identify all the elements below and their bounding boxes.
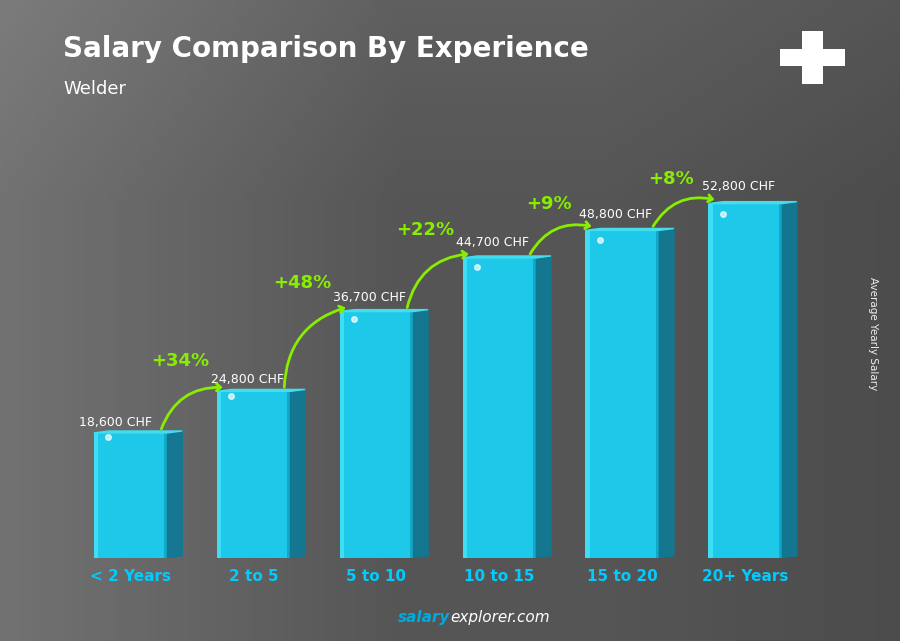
- Text: 18,600 CHF: 18,600 CHF: [79, 416, 152, 429]
- Text: explorer.com: explorer.com: [450, 610, 550, 625]
- Bar: [463, 258, 536, 558]
- Bar: [778, 204, 782, 558]
- Text: 24,800 CHF: 24,800 CHF: [211, 373, 284, 387]
- Text: +9%: +9%: [526, 196, 572, 213]
- Text: Average Yearly Salary: Average Yearly Salary: [868, 277, 878, 390]
- Bar: [94, 433, 167, 558]
- Bar: [339, 312, 344, 558]
- Polygon shape: [585, 228, 674, 230]
- Bar: [656, 230, 659, 558]
- Polygon shape: [167, 431, 182, 558]
- Bar: [410, 312, 413, 558]
- Polygon shape: [536, 256, 551, 558]
- Bar: [708, 204, 713, 558]
- Polygon shape: [659, 228, 674, 558]
- Bar: [802, 31, 823, 85]
- Polygon shape: [291, 389, 305, 558]
- Polygon shape: [413, 310, 428, 558]
- Text: +34%: +34%: [150, 352, 209, 370]
- Polygon shape: [463, 256, 551, 258]
- Text: 52,800 CHF: 52,800 CHF: [702, 180, 775, 193]
- Text: +8%: +8%: [649, 170, 695, 188]
- Polygon shape: [94, 431, 182, 433]
- Text: 44,700 CHF: 44,700 CHF: [456, 236, 529, 249]
- Polygon shape: [339, 310, 428, 312]
- Text: +48%: +48%: [274, 274, 332, 292]
- Text: +22%: +22%: [397, 221, 454, 240]
- Text: Salary Comparison By Experience: Salary Comparison By Experience: [63, 35, 589, 63]
- Text: Welder: Welder: [63, 80, 126, 98]
- Polygon shape: [782, 202, 796, 558]
- Bar: [463, 258, 467, 558]
- Bar: [287, 392, 291, 558]
- Bar: [708, 204, 782, 558]
- Bar: [164, 433, 167, 558]
- Bar: [585, 230, 659, 558]
- Bar: [779, 49, 845, 66]
- Bar: [339, 312, 413, 558]
- Text: salary: salary: [398, 610, 450, 625]
- Bar: [217, 392, 221, 558]
- Text: 36,700 CHF: 36,700 CHF: [333, 291, 407, 304]
- Polygon shape: [217, 389, 305, 392]
- Bar: [217, 392, 291, 558]
- Bar: [585, 230, 590, 558]
- Text: 48,800 CHF: 48,800 CHF: [580, 208, 652, 221]
- Bar: [94, 433, 98, 558]
- Polygon shape: [708, 202, 796, 204]
- Bar: [533, 258, 536, 558]
